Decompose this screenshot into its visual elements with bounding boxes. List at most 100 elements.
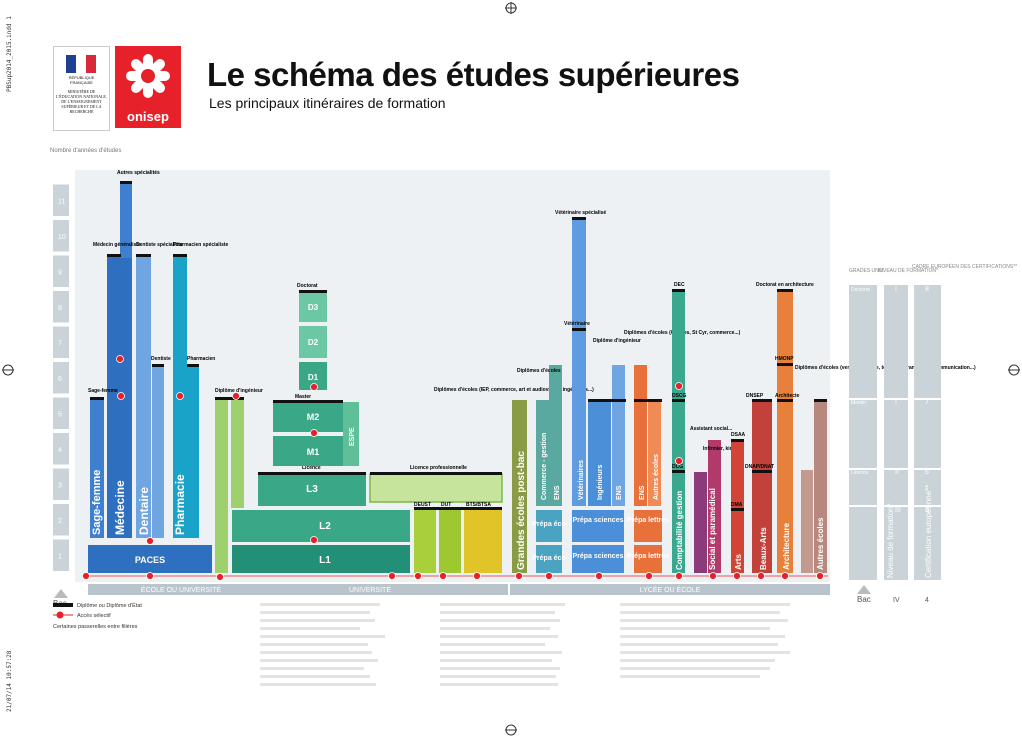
licence-pro-label: Licence professionnelle <box>410 465 467 471</box>
ministry-logo: RÉPUBLIQUE FRANÇAISE MINISTÈRE DE L'ÉDUC… <box>53 46 110 131</box>
selective-access-icon <box>545 572 553 580</box>
bts-label: BTS/BTSA <box>466 502 491 508</box>
cec-7: 7 <box>925 399 929 406</box>
selective-access-icon <box>146 572 154 580</box>
selective-access-icon <box>439 572 447 580</box>
year-box <box>53 220 69 252</box>
dscg-label: DSCG <box>672 393 687 399</box>
prepa-lettres-label: Prépa lettres <box>627 517 670 524</box>
m1-box <box>273 436 343 466</box>
prepa-eco-1-box <box>536 545 562 573</box>
legend-acces: Accès sélectif <box>77 613 111 619</box>
dentaire-column <box>136 255 151 538</box>
year-box <box>53 362 69 394</box>
selective-access-icon <box>816 572 824 580</box>
bac-cec: 4 <box>925 597 929 604</box>
pharmacien-spec-label: Pharmacien spécialiste <box>173 242 229 248</box>
autres-spec-column <box>120 182 132 258</box>
dentiste-spec-label: Dentiste spécialiste <box>136 242 183 248</box>
footnote-lines <box>260 603 790 686</box>
dec-label: DEC <box>674 282 685 288</box>
year-number: 3 <box>58 482 62 489</box>
autres-spec-label: Autres spécialités <box>117 170 160 176</box>
selective-access-icon <box>595 572 603 580</box>
m2-label: M2 <box>307 412 320 422</box>
bac-arrow-icon <box>54 589 68 598</box>
page-title: Le schéma des études supérieures <box>207 56 740 93</box>
ministry-rf: RÉPUBLIQUE FRANÇAISE <box>68 75 95 85</box>
onisep-word: onisep <box>127 109 169 124</box>
selective-access-icon <box>733 572 741 580</box>
dnap-label: DNAP/DNAT <box>745 464 774 470</box>
veterinaire-spec-label: Vétérinaire spécialisé <box>555 210 606 216</box>
year-number: 1 <box>58 553 62 560</box>
m2-box <box>273 402 343 432</box>
selective-access-icon <box>310 383 318 391</box>
year-box <box>53 433 69 465</box>
selective-access-icon <box>216 573 224 581</box>
ingenieurs-column <box>588 400 611 506</box>
architecture-label: Architecture <box>782 522 791 570</box>
right-scale: GRADES UNIV. NIVEAU DE FORMATION* CADRE … <box>849 263 1017 604</box>
selective-access-icon <box>310 429 318 437</box>
beaux-arts-label: Beaux-Arts <box>759 527 768 570</box>
social-column-2 <box>708 440 721 573</box>
flag-icon <box>66 55 96 73</box>
doctorat-label: Doctorat <box>297 283 318 289</box>
assistant-social-label: Assistant social... <box>690 426 733 432</box>
grandes-ecoles-column <box>512 400 527 573</box>
prepa-lettres-2-box <box>634 510 662 542</box>
m1-label: M1 <box>307 447 320 457</box>
pharmacien-column <box>187 365 199 538</box>
year-number: 4 <box>58 447 62 454</box>
selective-access-icon <box>781 572 789 580</box>
doct-archi-label: Doctorat en architecture <box>756 282 814 288</box>
hmonp-label: HMONP <box>775 356 794 362</box>
bac-arrow-right-icon <box>857 585 871 594</box>
year-number: 7 <box>58 340 62 347</box>
beaux-arts-column <box>752 400 772 573</box>
l3-box <box>258 474 366 506</box>
autres-ecoles-label: Autres écoles <box>653 454 660 500</box>
arts-label: Arts <box>734 553 743 570</box>
compta-column <box>672 290 685 573</box>
year-box <box>53 326 69 358</box>
year-box <box>53 504 69 536</box>
ingenieurs-label: Ingénieurs <box>597 464 604 500</box>
grade-licence: Licence <box>851 470 868 476</box>
year-box <box>53 291 69 323</box>
medecin-gen-label: Médecin généraliste <box>93 242 141 248</box>
arts-column <box>731 440 744 573</box>
selective-access-icon <box>176 392 184 400</box>
veterinaire-label: Vétérinaire <box>564 321 590 327</box>
band-universite <box>232 584 508 595</box>
year-box <box>53 255 69 287</box>
ens-eco-label: ENS <box>554 485 561 500</box>
d1-label: D1 <box>308 373 319 382</box>
selective-access-icon <box>675 457 683 465</box>
dipl-ecoles-label: Diplômes d'écoles <box>517 368 561 374</box>
paces-label: PACES <box>135 555 165 565</box>
year-number: 8 <box>58 305 62 312</box>
selective-access-icon <box>232 392 240 400</box>
band-ecole-univ <box>88 584 274 595</box>
year-number: 2 <box>58 518 62 525</box>
paces-box <box>88 545 212 573</box>
prepa-sciences-1-box <box>572 545 624 573</box>
selective-access-icon <box>414 572 422 580</box>
ens-lettres-column <box>634 365 647 506</box>
commerce-label: Commerce - gestion <box>541 433 548 500</box>
university-group: Diplôme d'ingénieur L1 L2 L3 Licence M1 … <box>215 283 503 573</box>
cec-6: 6 <box>925 469 929 476</box>
cec-header: CADRE EUROPÉEN DES CERTIFICATIONS** <box>912 263 1017 270</box>
dsaa-label: DSAA <box>731 432 746 438</box>
grade-master: Master <box>851 400 867 406</box>
year-number: 10 <box>58 234 66 241</box>
year-scale: 1 2 3 4 5 6 7 8 9 10 11 <box>53 184 69 571</box>
selective-access-icon <box>388 572 396 580</box>
l2-box <box>232 510 410 542</box>
infirmier-label: Infirmier, kiné <box>703 446 736 452</box>
deust-box <box>414 510 436 573</box>
year-box <box>53 397 69 429</box>
ens-sciences-label: ENS <box>616 485 623 500</box>
